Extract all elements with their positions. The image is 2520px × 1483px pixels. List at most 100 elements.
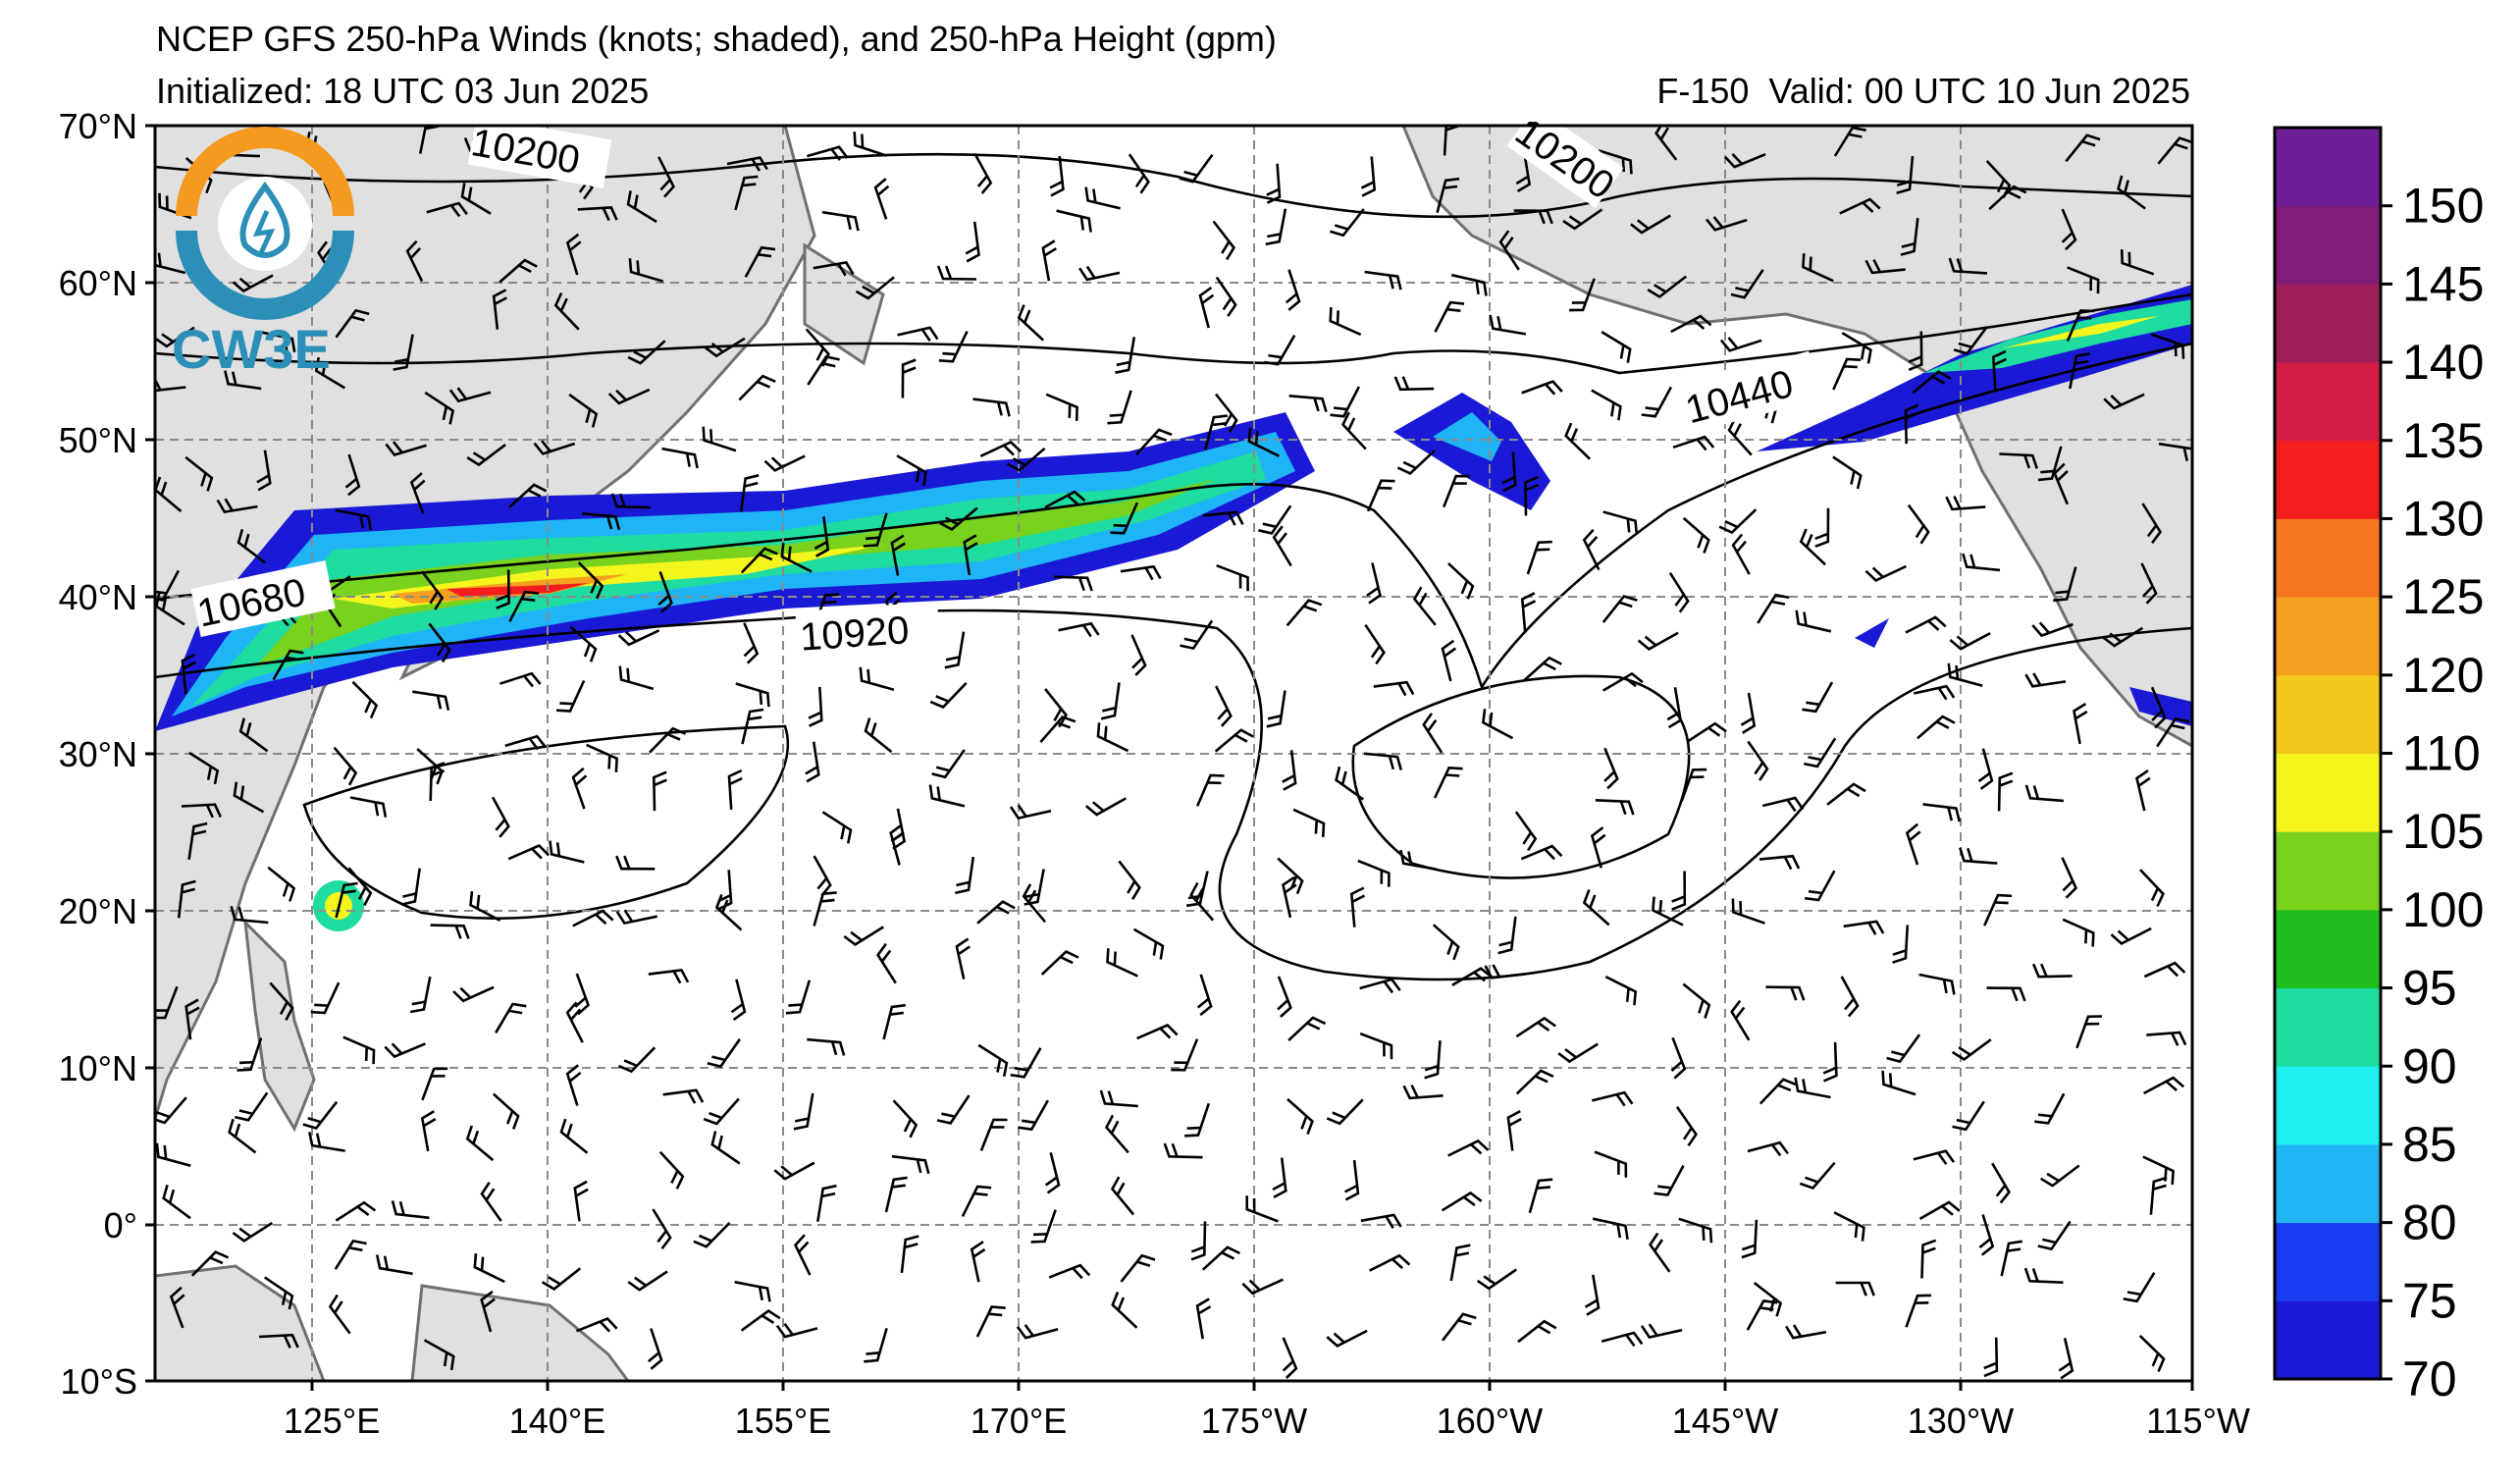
colorbar-segment — [2275, 597, 2381, 676]
wind-barb — [2031, 621, 2074, 638]
wind-barb — [813, 855, 832, 897]
wind-barb — [423, 1339, 455, 1371]
wind-barb — [1757, 593, 1790, 624]
wind-barb — [705, 337, 746, 358]
wind-barb — [1833, 126, 1866, 157]
wind-barb — [1189, 881, 1215, 922]
wind-barb — [763, 454, 806, 472]
wind-barb — [1450, 273, 1488, 296]
colorbar-label: 85 — [2402, 1117, 2457, 1172]
wind-barb — [1603, 747, 1619, 790]
wind-barb — [188, 751, 220, 785]
wind-barb — [507, 843, 551, 861]
wind-barb — [1285, 269, 1301, 311]
colorbar-segment — [2275, 1222, 2381, 1301]
wind-barb — [1373, 680, 1415, 697]
wind-barb — [2032, 963, 2073, 979]
wind-barb — [1680, 768, 1707, 802]
wind-barb — [618, 665, 655, 691]
wind-barb — [568, 393, 599, 428]
wind-barb — [448, 387, 492, 403]
wind-barb — [556, 679, 586, 713]
wind-barb — [375, 1254, 413, 1276]
wind-barb — [1399, 849, 1437, 871]
gridlines — [155, 126, 2192, 1381]
colorbar-label: 95 — [2402, 961, 2457, 1016]
colorbar-segment — [2275, 674, 2381, 754]
wind-barb — [1084, 797, 1127, 817]
wind-barb — [1441, 1191, 1483, 1212]
wind-barb — [1886, 1033, 1921, 1064]
wind-barb — [426, 201, 468, 218]
wind-barb — [726, 156, 768, 172]
wind-barb — [936, 265, 977, 281]
lon-label: 115°W — [2146, 1401, 2250, 1441]
colorbar-label: 75 — [2402, 1273, 2457, 1328]
wind-barb — [972, 397, 1011, 417]
wind-barb — [1591, 1090, 1634, 1107]
colorbar-segment — [2275, 1300, 2381, 1380]
wind-barb — [1292, 808, 1326, 838]
wind-barb — [586, 743, 618, 772]
wind-barb — [2135, 769, 2151, 812]
wind-barb — [1009, 804, 1052, 821]
wind-barb — [901, 358, 917, 398]
wind-barb — [1591, 389, 1622, 421]
wind-barb — [1557, 1042, 1599, 1064]
wind-barb — [975, 1305, 1006, 1338]
wind-barb — [1719, 337, 1762, 352]
wind-barb — [955, 937, 971, 980]
wind-barb — [816, 1184, 837, 1222]
wind-barb — [1369, 1253, 1411, 1272]
wind-barb — [1977, 748, 1994, 790]
wind-barb — [1424, 1040, 1442, 1080]
wind-barb — [1096, 722, 1129, 753]
wind-barb — [1277, 976, 1292, 1018]
wind-barb — [1514, 811, 1538, 852]
wind-barb — [1196, 974, 1213, 1017]
wind-barb — [190, 1250, 230, 1277]
wind-barb — [1986, 986, 2026, 1002]
wind-barb — [1959, 847, 1998, 865]
wind-barb — [1794, 1077, 1831, 1099]
wind-barb — [2075, 1015, 2103, 1049]
wind-barb — [859, 666, 895, 692]
wind-barb — [873, 178, 890, 220]
wind-barb — [2142, 1076, 2185, 1095]
wind-barb — [1107, 390, 1132, 425]
wind-barb — [259, 330, 296, 353]
wind-barb — [1287, 1016, 1327, 1042]
wind-barb — [1048, 1263, 1091, 1280]
wind-barb — [1839, 197, 1881, 215]
wind-barb — [1904, 403, 1919, 445]
contour-10440 — [155, 292, 2192, 375]
colorbar-segment — [2275, 440, 2381, 519]
wind-barb — [269, 981, 294, 1022]
wind-barb — [2024, 784, 2064, 803]
wind-barb — [1652, 896, 1684, 927]
wind-barb — [344, 453, 361, 497]
wind-barb — [1595, 799, 1635, 816]
wind-barb — [1196, 773, 1225, 807]
wind-barb — [773, 1161, 815, 1181]
wind-barb — [184, 455, 214, 492]
colorbar-segment — [2275, 1143, 2381, 1224]
wind-barb — [648, 968, 690, 984]
wind-barb — [232, 274, 274, 293]
wind-barb — [2023, 1267, 2064, 1284]
wind-barb — [1920, 1239, 1937, 1279]
wind-barb — [1041, 239, 1057, 282]
wind-barb — [1326, 1098, 1364, 1126]
wind-barb — [2058, 1338, 2074, 1380]
wind-barb — [577, 206, 618, 222]
wind-barb — [401, 868, 421, 906]
wind-barb — [1864, 564, 1907, 582]
wind-barb — [1136, 1023, 1179, 1040]
wind-barb — [853, 132, 888, 157]
wind-barb — [236, 1037, 263, 1072]
wind-barb — [308, 1132, 345, 1152]
wind-barb — [2157, 136, 2192, 165]
wind-barb — [615, 855, 656, 871]
wind-barb — [491, 796, 510, 838]
wind-barb — [335, 308, 370, 339]
